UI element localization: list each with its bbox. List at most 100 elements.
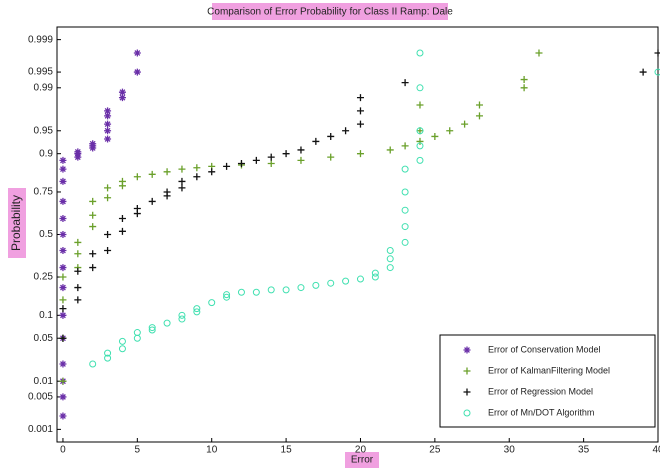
x-tick-label: 25 [429,445,441,456]
point [402,224,408,230]
x-tick-label: 35 [578,445,590,456]
y-tick-label: 0.01 [34,376,54,387]
point [402,207,408,213]
point [253,289,259,295]
y-tick-label: 0.999 [28,34,53,45]
point [387,146,394,153]
y-tick-label: 0.005 [28,392,53,403]
point [119,215,126,222]
point [357,276,363,282]
point [164,320,170,326]
y-tick-label: 0.99 [34,82,54,93]
point [342,127,349,134]
point [402,166,408,172]
point [89,140,96,147]
legend-label: Error of Conservation Model [488,344,601,354]
y-tick-label: 0.05 [34,333,54,344]
point [327,133,334,140]
x-axis-label: Error [351,455,374,466]
point [283,150,290,157]
point [59,247,66,254]
point [89,198,96,205]
point [104,121,111,128]
point [59,361,66,368]
point [104,184,111,191]
point [446,127,453,134]
point [59,215,66,222]
point [268,160,275,167]
point [59,166,66,173]
point [178,178,185,185]
point [372,270,378,276]
point [74,268,81,275]
point [476,112,483,119]
point [104,231,111,238]
x-tick-label: 5 [135,445,141,456]
point [209,300,215,306]
point [535,50,542,57]
point [134,335,140,341]
y-tick-label: 0.001 [28,424,53,435]
point [74,148,81,155]
point [283,287,289,293]
chart-title: Comparison of Error Probability for Clas… [207,7,453,18]
point [59,284,66,291]
point [343,278,349,284]
point [89,223,96,230]
point [178,184,185,191]
point [59,274,66,281]
x-tick-label: 15 [281,445,293,456]
point [59,231,66,238]
y-axis-label: Probability [9,195,23,251]
point [238,289,244,295]
point [74,284,81,291]
y-tick-label: 0.9 [39,148,53,159]
point [238,160,245,167]
point [179,312,185,318]
point [119,89,126,96]
point [416,101,423,108]
point [134,50,141,57]
point [104,194,111,201]
point [253,157,260,164]
point [134,330,140,336]
legend-label: Error of Mn/DOT Algorithm [488,407,594,417]
point [119,178,126,185]
point [74,296,81,303]
point [119,338,125,344]
point [357,150,364,157]
point [328,280,334,286]
y-tick-label: 0.995 [28,67,53,78]
point [297,146,304,153]
y-tick-label: 0.75 [34,187,54,198]
point [90,361,96,367]
point [417,85,423,91]
point [402,189,408,195]
point [312,138,319,145]
point [104,107,111,114]
point [327,154,334,161]
point [417,157,423,163]
point [476,101,483,108]
point [149,198,156,205]
point [59,412,66,419]
point [178,166,185,173]
point [387,265,393,271]
point [402,239,408,245]
point [402,142,409,149]
point [134,173,141,180]
point [149,171,156,178]
point [59,305,66,312]
legend-label: Error of Regression Model [488,386,593,396]
y-tick-label: 0.5 [39,229,53,240]
point [357,94,364,101]
x-tick-label: 40 [652,445,660,456]
point [313,282,319,288]
point [134,205,141,212]
point [223,163,230,170]
point [119,346,125,352]
point [357,107,364,114]
point [402,79,409,86]
point [521,84,528,91]
